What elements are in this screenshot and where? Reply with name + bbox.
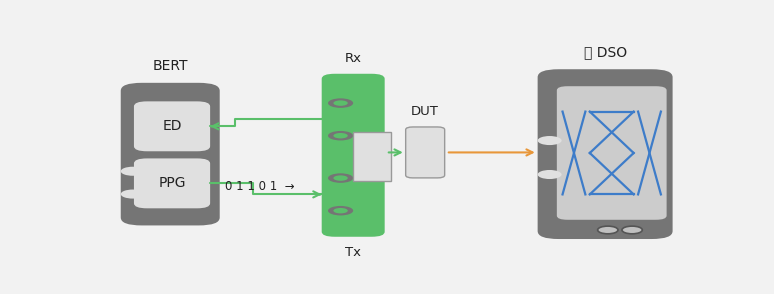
- Circle shape: [328, 206, 353, 216]
- FancyBboxPatch shape: [134, 158, 210, 208]
- FancyBboxPatch shape: [406, 127, 445, 178]
- Circle shape: [598, 226, 618, 234]
- Circle shape: [538, 136, 562, 145]
- Text: DUT: DUT: [411, 105, 439, 118]
- FancyBboxPatch shape: [538, 69, 673, 239]
- Circle shape: [334, 175, 348, 181]
- Text: Tx: Tx: [345, 246, 361, 259]
- Text: Rx: Rx: [344, 52, 361, 65]
- Circle shape: [121, 167, 145, 176]
- Text: ED: ED: [163, 119, 182, 133]
- Circle shape: [622, 226, 642, 234]
- Circle shape: [121, 190, 145, 198]
- Text: 0 1 1 0 1  →: 0 1 1 0 1 →: [224, 180, 294, 193]
- Circle shape: [334, 100, 348, 106]
- Bar: [353, 132, 391, 181]
- Circle shape: [334, 133, 348, 138]
- Text: PPG: PPG: [158, 176, 186, 191]
- FancyBboxPatch shape: [322, 74, 385, 237]
- Text: BERT: BERT: [152, 59, 188, 73]
- Circle shape: [538, 170, 562, 179]
- Text: 光 DSO: 光 DSO: [584, 45, 627, 59]
- Circle shape: [328, 131, 353, 141]
- FancyBboxPatch shape: [557, 86, 666, 220]
- FancyBboxPatch shape: [134, 101, 210, 151]
- Circle shape: [328, 98, 353, 108]
- Circle shape: [328, 173, 353, 183]
- Circle shape: [334, 208, 348, 213]
- FancyBboxPatch shape: [121, 83, 220, 225]
